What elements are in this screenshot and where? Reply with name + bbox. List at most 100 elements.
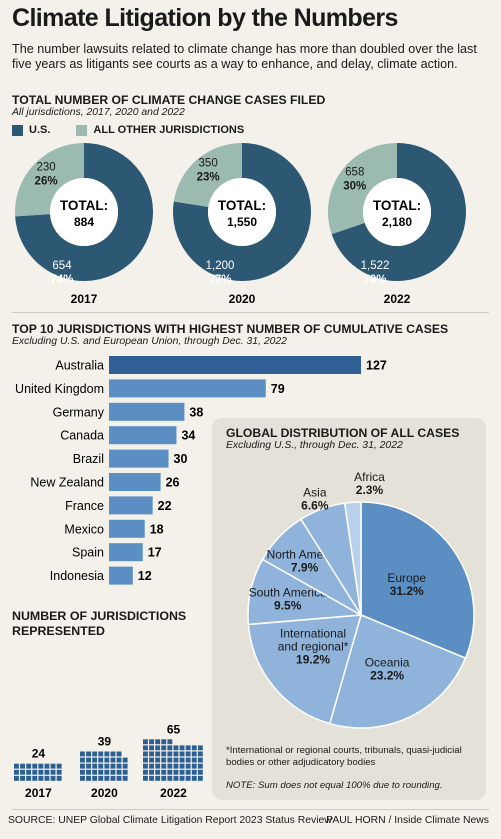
bar [109, 449, 169, 468]
donut-us-pct: 70% [363, 274, 386, 286]
bar [109, 543, 143, 562]
bar [109, 496, 153, 515]
unit-block [155, 763, 161, 769]
donut-hole [50, 178, 118, 246]
unit-block [50, 775, 56, 781]
unit-block [92, 751, 98, 757]
blocks-value-label: 39 [98, 735, 112, 749]
pie-slice-label: Europe [387, 571, 426, 585]
unit-block [161, 775, 167, 781]
unit-block [86, 751, 91, 757]
unit-block [185, 775, 191, 781]
unit-block [197, 775, 203, 781]
unit-block [104, 757, 110, 763]
unit-block [143, 745, 148, 751]
donut-us-value: 1,522 [361, 260, 390, 272]
unit-block [32, 763, 38, 769]
donut-us-value: 1,200 [206, 260, 235, 272]
pie-slice-oceania [328, 613, 467, 729]
pie-slice-label: and regional* [278, 639, 349, 653]
unit-block [167, 775, 173, 781]
unit-block [155, 739, 161, 745]
unit-block [185, 751, 191, 757]
bar-value-label: 22 [158, 499, 172, 513]
unit-block [161, 751, 167, 757]
unit-block [122, 757, 128, 763]
unit-block [86, 757, 91, 763]
donut-slice-us [173, 143, 311, 281]
donut-total-value: 884 [74, 215, 94, 229]
bar-category-label: Australia [55, 359, 104, 373]
unit-block [197, 751, 203, 757]
bar-value-label: 127 [366, 359, 387, 373]
donut-other-value: 350 [199, 158, 218, 170]
unit-block [149, 751, 154, 757]
legend-label-us: U.S. [29, 124, 51, 136]
unit-block [50, 769, 56, 775]
donut-total-label: TOTAL: [218, 198, 266, 213]
bars-subtitle: Excluding U.S. and European Union, throu… [12, 336, 287, 347]
footer-credit: PAUL HORN / Inside Climate News [326, 815, 489, 826]
unit-block [185, 757, 191, 763]
pie-slice-label: International [280, 626, 346, 640]
pie-slice-value: 9.5% [274, 598, 302, 612]
pie-title: GLOBAL DISTRIBUTION OF ALL CASES [226, 426, 460, 440]
unit-block [92, 763, 98, 769]
unit-block [80, 769, 85, 775]
unit-block [44, 763, 50, 769]
unit-block [110, 775, 116, 781]
donut-year-label: 2017 [71, 292, 98, 306]
donut-us-value: 654 [52, 260, 72, 272]
donuts-title: TOTAL NUMBER OF CLIMATE CHANGE CASES FIL… [12, 93, 326, 107]
unit-block [143, 739, 148, 745]
bar-category-label: Brazil [73, 452, 104, 466]
donut-total-label: TOTAL: [60, 198, 108, 213]
unit-block [173, 757, 179, 763]
unit-block [116, 775, 122, 781]
unit-block [98, 769, 104, 775]
unit-block [26, 775, 32, 781]
donuts-legend: U.S. ALL OTHER JURISDICTIONS [12, 124, 244, 136]
unit-block [92, 769, 98, 775]
unit-block [155, 769, 161, 775]
intro-text: The number lawsuits related to climate c… [12, 42, 477, 71]
unit-block [92, 775, 98, 781]
bar [109, 566, 133, 585]
unit-block [86, 763, 91, 769]
blocks-value-label: 24 [32, 747, 46, 761]
unit-block [44, 769, 50, 775]
unit-block [173, 769, 179, 775]
blocks-2017 [14, 763, 62, 781]
unit-block [116, 757, 122, 763]
unit-block [197, 769, 203, 775]
bar-value-label: 79 [271, 382, 285, 396]
unit-block [197, 745, 203, 751]
unit-block [173, 763, 179, 769]
donut-total-value: 1,550 [227, 215, 257, 229]
bar-category-label: Indonesia [50, 569, 104, 583]
unit-block [173, 751, 179, 757]
unit-block [191, 757, 197, 763]
unit-block [14, 775, 19, 781]
unit-block [143, 751, 148, 757]
pie-slice-international-and-regional [247, 614, 363, 725]
pie-slice-value: 19.2% [296, 652, 330, 666]
unit-block [167, 751, 173, 757]
unit-block [98, 775, 104, 781]
pie-slice-value: 2.3% [356, 483, 384, 497]
unit-block [98, 757, 104, 763]
donut-total-label: TOTAL: [373, 198, 421, 213]
bar-value-label: 12 [138, 569, 152, 583]
pie-slice-europe [360, 501, 475, 660]
unit-block [80, 775, 85, 781]
unit-block [38, 769, 44, 775]
unit-block [173, 745, 179, 751]
unit-block [14, 769, 19, 775]
unit-block [104, 769, 110, 775]
bar-category-label: Spain [72, 546, 104, 560]
donut-2022: TOTAL: 2,180 658 30% 1,522 70% 2022 [328, 143, 466, 306]
unit-block [155, 757, 161, 763]
donut-slice-other [15, 143, 84, 217]
bar-value-label: 18 [150, 522, 164, 536]
